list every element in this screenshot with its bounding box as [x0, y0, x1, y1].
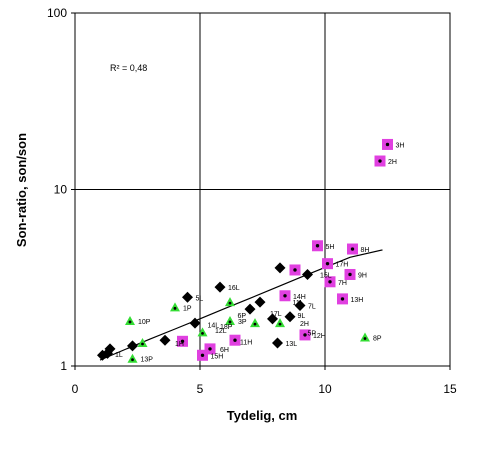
- point-diamond: [284, 311, 296, 323]
- point-label: 13H: [351, 297, 364, 304]
- point-triangle: [225, 315, 235, 325]
- point-label: 8H: [361, 247, 370, 254]
- y-axis-title: Son-ratio, son/son: [14, 133, 29, 247]
- point-triangle: [275, 318, 285, 328]
- x-axis-title: Tydelig, cm: [227, 408, 298, 423]
- point-diamond: [267, 313, 278, 325]
- extra-point-label: 1H: [175, 341, 184, 348]
- point-label: 9H: [358, 272, 367, 279]
- point-square-center: [303, 333, 307, 337]
- point-label: 5L: [196, 295, 204, 302]
- tick-labels: 0 5 10 15 1 10 100: [47, 6, 457, 396]
- point-square-center: [350, 247, 355, 251]
- data-marks: [97, 138, 393, 363]
- point-diamond: [127, 340, 138, 352]
- point-label: 2H: [388, 159, 397, 166]
- point-diamond: [294, 300, 306, 312]
- point-triangle: [137, 337, 148, 347]
- gridlines: [75, 13, 450, 366]
- point-diamond: [159, 334, 171, 346]
- extra-point-label: 18P: [220, 324, 233, 331]
- point-label: 8P: [373, 336, 382, 343]
- x-tick-label: 10: [318, 382, 332, 396]
- point-diamond: [189, 317, 201, 329]
- point-label: 13L: [286, 341, 298, 348]
- point-diamond: [182, 291, 193, 303]
- point-diamond: [254, 296, 266, 308]
- point-triangle-center: [228, 301, 232, 305]
- point-triangle-center: [253, 322, 257, 326]
- point-diamond: [97, 349, 108, 361]
- r-squared-annotation: R² = 0,48: [110, 63, 147, 73]
- x-tick-label: 15: [443, 382, 457, 396]
- extra-point-label: 2H: [300, 321, 309, 328]
- point-label: 17H: [336, 262, 349, 269]
- point-square-center: [233, 338, 237, 342]
- point-diamond: [302, 268, 313, 280]
- point-triangle: [250, 318, 260, 328]
- point-triangle: [127, 353, 138, 363]
- point-square-center: [385, 142, 390, 147]
- point-label: 7H: [338, 280, 347, 287]
- point-label: 14H: [293, 294, 306, 301]
- extra-point-label: 6H: [220, 347, 229, 354]
- point-square-center: [340, 297, 345, 301]
- point-diamond: [272, 337, 283, 349]
- extra-point-label: 11H: [240, 339, 252, 346]
- point-label: 15H: [211, 353, 224, 360]
- extra-point-label: 5P: [308, 330, 317, 337]
- point-label: 10P: [138, 319, 151, 326]
- y-tick-label: 1: [60, 359, 67, 373]
- extra-point-label: 6P: [238, 313, 247, 320]
- point-triangle-center: [131, 358, 134, 362]
- point-diamond: [274, 262, 286, 274]
- point-square-center: [208, 347, 212, 351]
- point-triangle-center: [363, 337, 367, 340]
- point-square-center: [293, 268, 297, 272]
- point-label: 12H: [313, 333, 326, 340]
- point-label: 3P: [238, 319, 247, 326]
- point-labels: 3H 2H 5H 8H 17H 9H 7H 14H 13H 12H 15H 16L 5L 7L 13L 1P 1…: [115, 142, 404, 363]
- point-triangle-center: [128, 320, 132, 324]
- point-label: 3H: [396, 142, 405, 149]
- point-triangle: [225, 297, 235, 307]
- point-label: 16L: [228, 285, 240, 292]
- point-triangle-center: [278, 322, 282, 326]
- point-square-center: [200, 353, 205, 357]
- x-tick-label: 5: [197, 382, 204, 396]
- extra-point-label: 17L: [270, 311, 282, 318]
- point-triangle-center: [228, 320, 232, 324]
- extra-point-label: 15L: [320, 272, 332, 279]
- point-square-center: [348, 272, 352, 277]
- point-triangle: [170, 302, 180, 312]
- point-square-center: [378, 159, 382, 163]
- y-tick-label: 100: [47, 6, 67, 20]
- x-tick-label: 0: [72, 382, 79, 396]
- y-tick-label: 10: [54, 183, 68, 197]
- point-square-center: [180, 339, 185, 344]
- point-label: 13P: [141, 357, 154, 364]
- point-label: 1P: [183, 305, 192, 312]
- extra-point-label: 1L: [115, 352, 123, 359]
- point-triangle: [125, 315, 135, 325]
- point-triangle: [197, 327, 208, 337]
- point-diamond: [214, 281, 226, 293]
- point-square-center: [328, 280, 332, 284]
- point-square-center: [325, 261, 330, 266]
- point-triangle-center: [201, 332, 204, 335]
- extra-point-label: 14L: [208, 322, 220, 329]
- point-label: 5H: [326, 244, 335, 251]
- point-triangle: [360, 332, 370, 342]
- extra-point-label: 11L: [293, 300, 304, 307]
- extra-point-label: 9L: [298, 313, 306, 320]
- point-diamond: [244, 303, 256, 315]
- point-triangle-center: [173, 306, 177, 310]
- point-square-center: [315, 244, 320, 248]
- extra-point-label: 12L: [215, 328, 227, 335]
- point-square-center: [283, 294, 287, 298]
- point-label: 7L: [308, 304, 316, 311]
- point-triangle-center: [141, 342, 144, 346]
